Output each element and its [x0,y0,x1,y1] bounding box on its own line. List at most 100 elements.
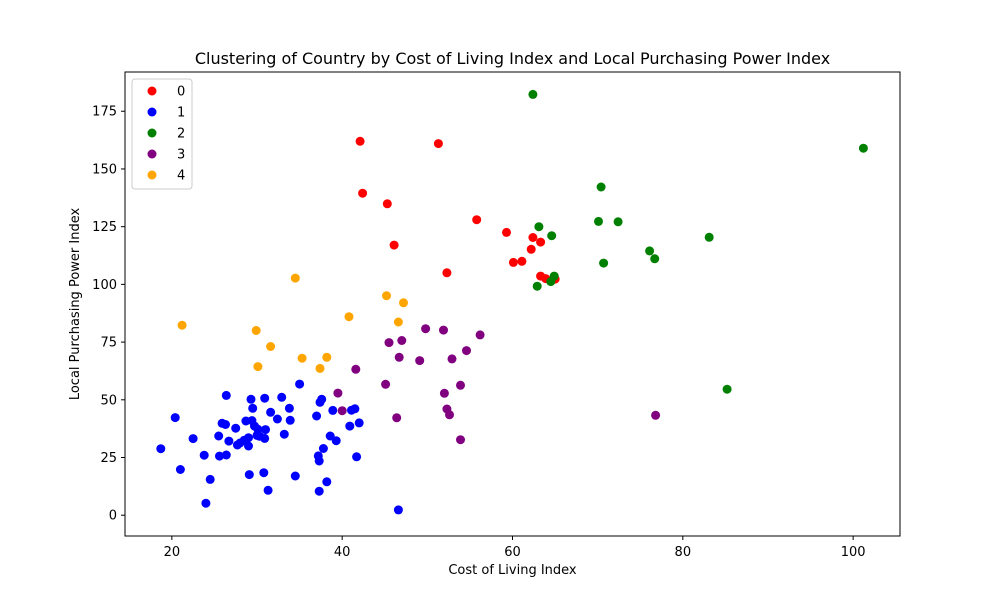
legend-marker-1 [147,107,157,117]
data-point-cluster-1 [354,418,364,428]
data-point-cluster-0 [355,136,365,146]
data-point-cluster-4 [290,273,300,283]
data-point-cluster-3 [447,354,457,364]
data-point-cluster-1 [253,424,263,434]
data-point-cluster-4 [382,291,391,301]
data-point-cluster-3 [394,352,404,362]
data-point-cluster-1 [393,505,403,515]
plot-frame [124,71,901,537]
data-point-cluster-1 [231,423,241,433]
y-tick-label: 50 [100,393,117,408]
legend-label-3: 3 [177,148,185,163]
legend-marker-4 [147,170,157,180]
data-point-cluster-1 [221,390,231,400]
data-point-cluster-1 [312,411,322,421]
data-point-cluster-1 [201,498,211,508]
data-point-cluster-0 [517,256,527,266]
data-point-cluster-1 [170,413,180,423]
data-point-cluster-0 [526,244,536,254]
data-point-cluster-1 [188,434,198,444]
data-point-cluster-3 [445,410,454,420]
data-point-cluster-4 [393,317,403,327]
data-point-cluster-3 [397,336,407,345]
data-point-cluster-0 [442,268,452,278]
data-point-cluster-1 [261,425,270,435]
data-point-cluster-2 [546,277,556,287]
x-axis-label: Cost of Living Index [448,563,577,578]
data-point-cluster-2 [534,222,544,232]
y-axis-label: Local Purchasing Power Index [68,208,83,401]
data-point-cluster-4 [266,342,276,351]
data-point-cluster-4 [399,298,408,308]
data-point-cluster-0 [472,215,482,225]
data-point-cluster-1 [284,403,294,413]
data-point-cluster-4 [322,352,332,362]
data-point-cluster-1 [322,477,332,487]
data-point-cluster-3 [456,435,465,445]
data-point-cluster-2 [532,281,542,291]
data-point-cluster-3 [475,330,485,340]
data-point-cluster-1 [199,450,209,460]
data-point-cluster-3 [333,388,343,398]
data-point-cluster-3 [337,406,347,416]
data-point-cluster-2 [528,89,538,99]
data-point-cluster-2 [599,258,609,268]
legend-label-4: 4 [177,169,185,184]
data-point-cluster-4 [177,320,187,330]
data-point-cluster-1 [221,420,230,429]
data-point-cluster-0 [528,233,538,242]
legend: 0 1 2 3 4 [131,78,193,190]
data-point-cluster-1 [224,436,234,446]
data-point-cluster-1 [295,379,305,389]
data-point-cluster-2 [858,143,868,153]
x-tick-label: 100 [841,545,866,560]
x-tick-label: 40 [334,545,351,560]
data-point-cluster-1 [244,433,253,443]
data-point-cluster-1 [156,444,166,454]
y-tick-label: 125 [92,220,117,235]
data-point-cluster-3 [384,338,394,348]
data-point-cluster-0 [508,257,518,267]
y-tick-label: 150 [92,162,117,177]
chart-title: Clustering of Country by Cost of Living … [195,49,830,68]
data-point-cluster-1 [263,485,273,495]
x-tick-label: 20 [164,545,181,560]
points-layer [156,89,868,515]
data-point-cluster-1 [290,471,300,481]
data-point-cluster-1 [279,429,289,439]
data-point-cluster-1 [266,407,276,417]
data-point-cluster-1 [314,486,324,496]
data-point-cluster-0 [358,188,368,198]
y-tick-label: 25 [100,451,117,466]
data-point-cluster-1 [175,465,185,474]
data-point-cluster-0 [389,240,399,250]
data-point-cluster-1 [317,394,327,404]
legend-marker-2 [147,128,157,138]
ticks-layer: 20 40 60 80 100 0 25 50 75 100 125 150 175 [92,105,865,560]
data-point-cluster-3 [392,413,402,423]
data-point-cluster-2 [650,254,660,264]
data-point-cluster-1 [259,468,269,478]
data-point-cluster-1 [277,392,287,402]
data-point-cluster-2 [722,384,732,394]
data-point-cluster-2 [613,217,623,227]
data-point-cluster-4 [253,362,263,372]
data-point-cluster-1 [260,433,270,443]
y-tick-label: 175 [92,105,117,120]
data-point-cluster-2 [645,246,655,256]
data-point-cluster-3 [439,388,449,398]
data-point-cluster-0 [536,237,546,247]
data-point-cluster-1 [244,470,254,480]
data-point-cluster-1 [260,393,270,403]
data-point-cluster-1 [244,441,253,451]
y-tick-label: 100 [92,278,117,293]
data-point-cluster-1 [246,394,256,404]
x-tick-label: 60 [504,545,521,560]
data-point-cluster-1 [331,436,341,446]
data-point-cluster-0 [502,227,511,237]
data-point-cluster-3 [351,364,361,374]
data-point-cluster-3 [415,356,425,366]
data-point-cluster-1 [350,404,360,414]
data-point-cluster-1 [285,415,295,425]
